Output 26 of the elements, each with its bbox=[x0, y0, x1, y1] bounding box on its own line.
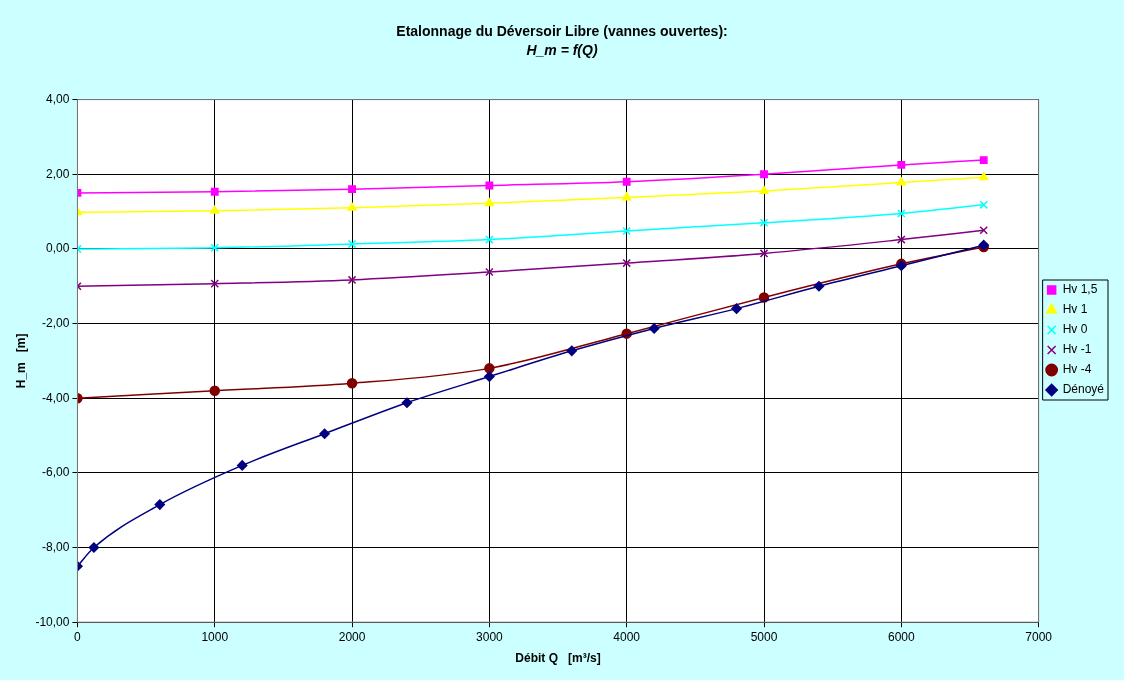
y-tick-label: -6,00 bbox=[42, 465, 70, 480]
x-tick-label: 2000 bbox=[338, 629, 366, 644]
y-tick-label: -10,00 bbox=[35, 614, 70, 629]
chart-subtitle: H_m = f(Q) bbox=[526, 42, 598, 59]
x-tick-label: 5000 bbox=[750, 629, 778, 644]
y-tick-label: -4,00 bbox=[42, 390, 70, 405]
legend-label: Hv 0 bbox=[1062, 322, 1088, 337]
y-axis-title: H_m [m] bbox=[13, 333, 28, 389]
y-tick-label: -8,00 bbox=[42, 539, 70, 554]
x-tick-label: 0 bbox=[74, 629, 82, 644]
x-tick-label: 4000 bbox=[613, 629, 641, 644]
legend-label: Hv 1 bbox=[1062, 302, 1088, 317]
y-tick-label: -2,00 bbox=[42, 315, 70, 330]
legend-label: Hv 1,5 bbox=[1062, 282, 1098, 297]
legend-label: Hv -4 bbox=[1062, 362, 1092, 377]
x-tick-label: 1000 bbox=[201, 629, 229, 644]
x-tick-label: 6000 bbox=[887, 629, 915, 644]
x-tick-label: 7000 bbox=[1025, 629, 1053, 644]
y-tick-label: 2,00 bbox=[46, 166, 70, 181]
y-tick-label: 4,00 bbox=[46, 91, 70, 106]
chart-title: Etalonnage du Déversoir Libre (vannes ouvertes): bbox=[396, 23, 728, 40]
x-tick-label: 3000 bbox=[476, 629, 504, 644]
x-axis-title: Débit Q [m³/s] bbox=[515, 651, 601, 666]
y-tick-label: 0,00 bbox=[46, 241, 70, 256]
legend-label: Hv -1 bbox=[1062, 342, 1092, 357]
legend-label: Dénoyé bbox=[1062, 382, 1105, 397]
